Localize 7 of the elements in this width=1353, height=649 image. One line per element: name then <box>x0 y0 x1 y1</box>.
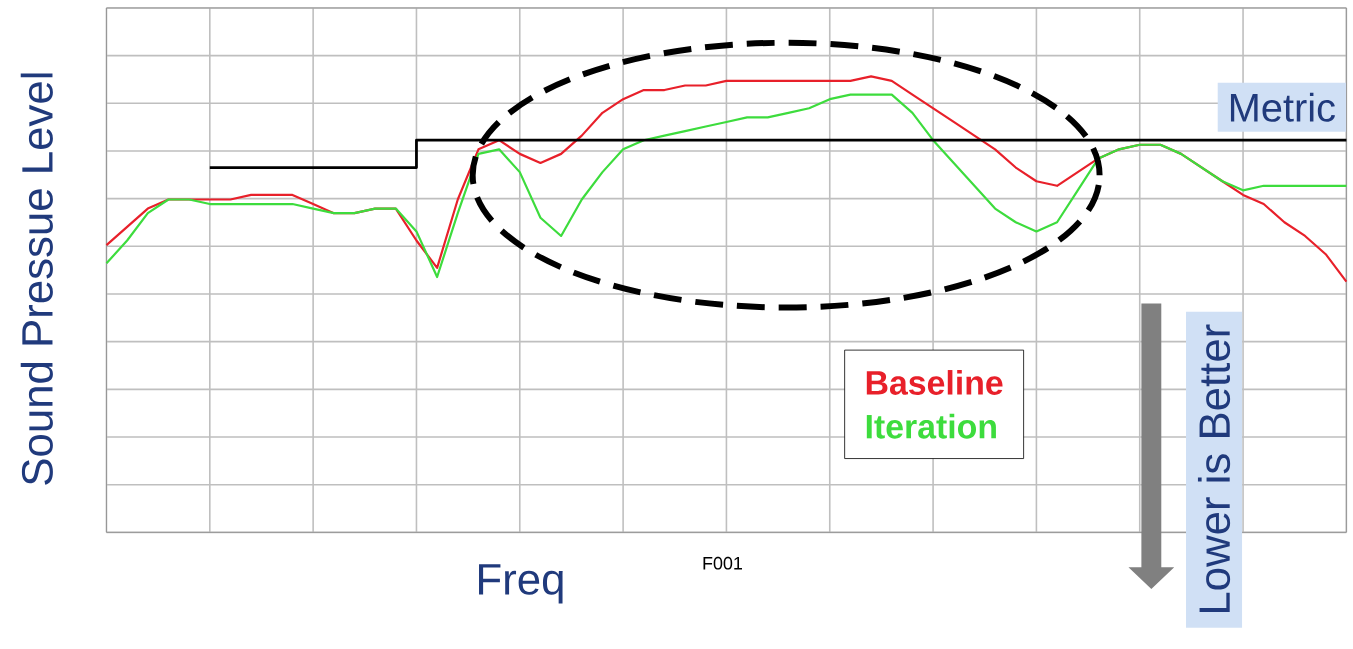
annotation: Lower is Better <box>1197 324 1231 613</box>
y-axis-title: Sound Pressue Level <box>20 73 53 485</box>
x-axis-title: Freq <box>479 564 563 604</box>
series-label: Metric <box>1230 92 1335 122</box>
text: Iteration <box>866 413 996 439</box>
text: Baseline <box>866 370 1003 395</box>
text: F001 <box>703 556 742 570</box>
